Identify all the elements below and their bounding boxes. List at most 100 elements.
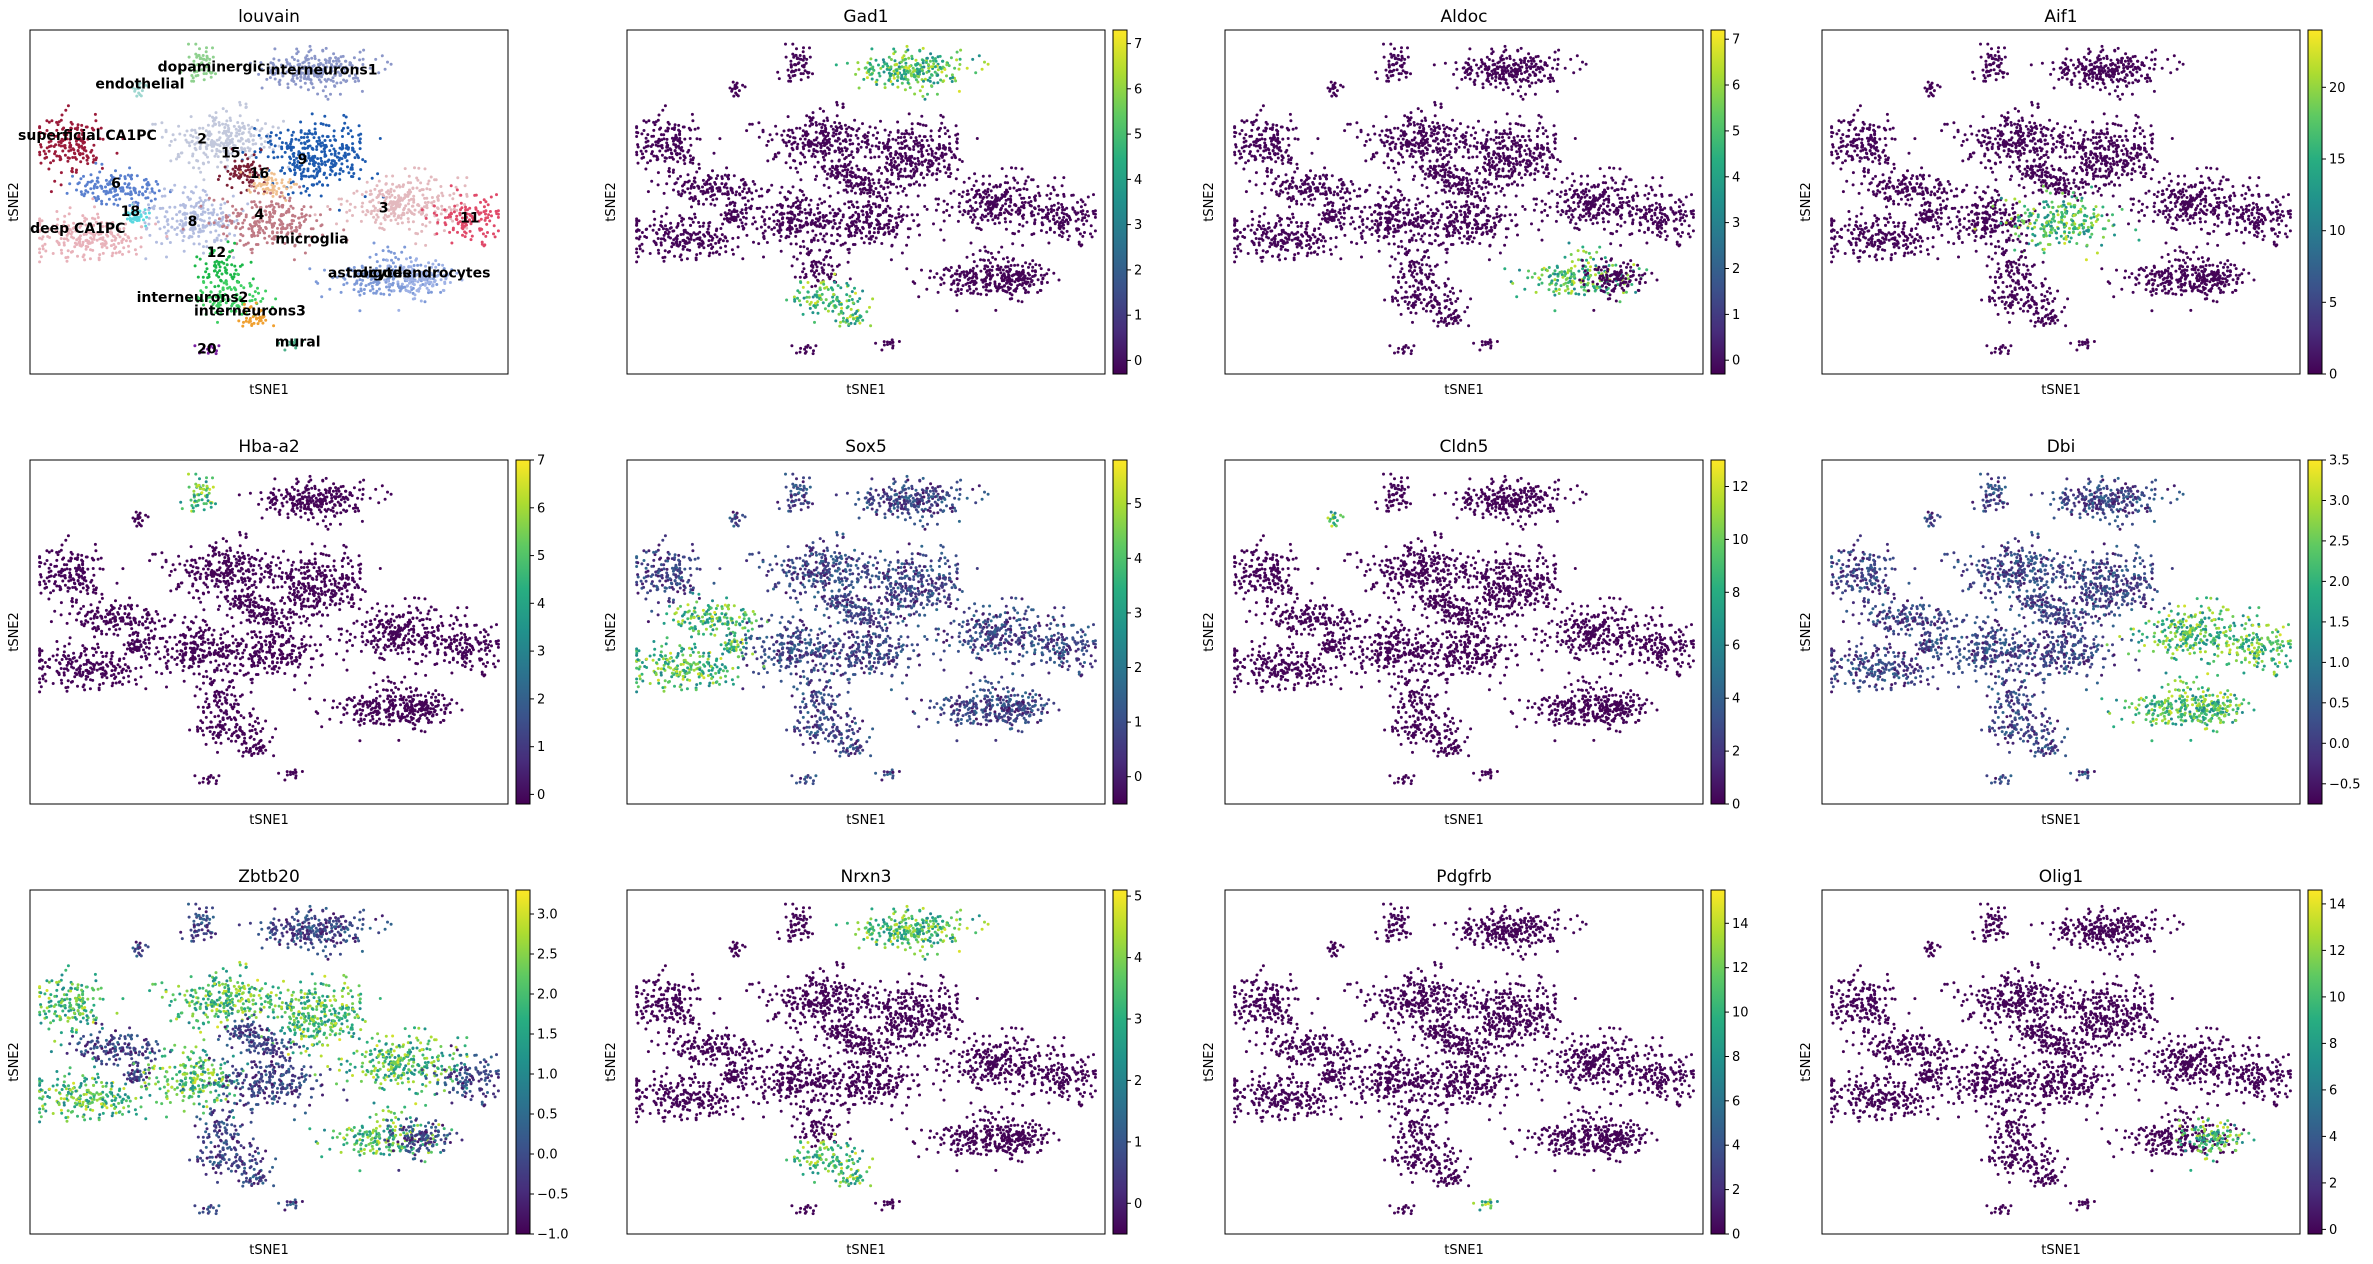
point [251,160,255,164]
point [63,153,67,157]
point [460,226,464,230]
point [241,121,245,125]
point [887,230,891,234]
point [171,133,175,137]
point [862,191,866,195]
point [218,136,222,140]
point [681,149,685,153]
point [958,57,962,61]
point [801,134,805,138]
point [925,70,929,74]
point [795,218,799,222]
point [436,221,440,224]
point [830,233,834,237]
point [779,234,783,238]
point [211,119,215,123]
point [309,81,313,85]
point [912,173,916,177]
point [333,84,336,88]
point [333,173,337,177]
point [165,255,168,259]
point [711,169,714,173]
point [934,151,938,155]
point [330,144,334,148]
point [369,281,373,285]
point [869,156,873,160]
point [39,145,43,149]
point [206,208,210,212]
point [101,251,105,255]
point [859,145,863,149]
point [926,92,929,96]
point [766,139,770,143]
point [810,154,814,158]
point [902,187,906,190]
point [190,139,194,143]
point [895,168,899,171]
point [250,233,254,237]
point [41,244,45,248]
point [889,65,893,69]
point [736,213,740,217]
point [270,203,274,207]
point [893,50,897,54]
point [880,196,884,200]
point [441,194,445,198]
point [693,176,697,180]
cluster-label-interneurons1: interneurons1 [266,63,378,79]
point [198,126,202,130]
point [675,152,679,155]
point [933,70,937,74]
point [798,188,802,192]
point [803,137,807,141]
point [362,292,366,295]
point [718,137,722,141]
point [667,122,671,126]
point [827,221,831,225]
point [635,150,639,154]
point [217,217,221,221]
point [202,219,206,223]
point [636,161,640,165]
point [895,232,899,236]
point [867,200,871,204]
point [870,144,874,148]
point [931,161,935,165]
point [924,158,928,162]
point [894,150,898,154]
point [257,133,261,137]
point [775,222,779,226]
point [111,251,115,255]
point [827,186,831,190]
point [82,174,85,178]
point [405,257,408,261]
point [840,147,844,151]
point [414,258,418,262]
point [260,127,264,131]
point [289,142,292,146]
point [465,192,469,196]
point [155,216,159,220]
point [873,126,877,130]
point [292,65,296,69]
point [304,218,308,221]
point [250,322,254,326]
point [635,125,639,129]
point [153,122,157,126]
point [130,220,134,224]
point [168,205,172,209]
point [373,187,377,191]
point [953,66,957,70]
point [378,137,382,140]
point [264,289,268,293]
point [279,131,283,135]
point [231,204,235,208]
point [737,89,741,93]
point [814,233,818,237]
point [787,190,790,194]
point [89,150,93,154]
point [205,267,209,271]
point [246,241,250,245]
point [128,186,132,190]
point [121,237,125,241]
